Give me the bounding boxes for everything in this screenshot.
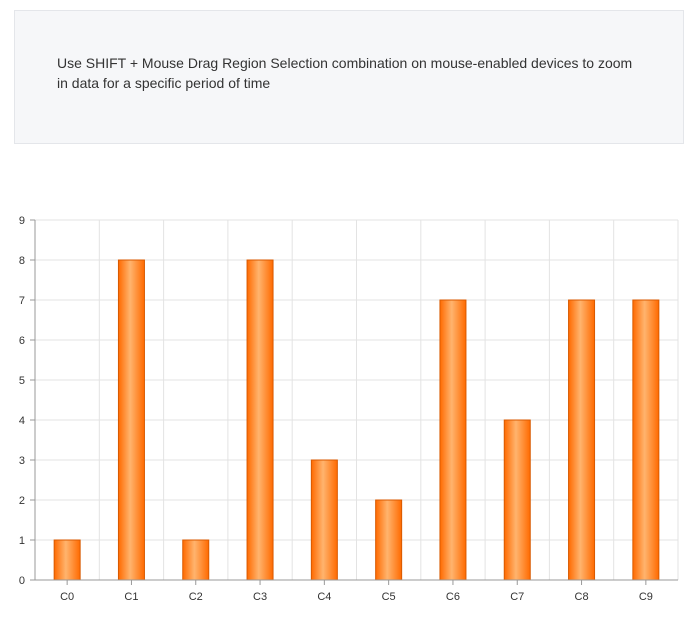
bar-c3[interactable] <box>246 259 274 581</box>
x-tick-label: C8 <box>575 591 589 603</box>
y-tick-label: 5 <box>19 375 25 387</box>
axis-labels: 0 1 2 3 4 5 6 7 8 9 C0 C1 C2 C3 C4 C5 C6 C7 C8 C9 <box>19 215 653 603</box>
bar-c9[interactable] <box>632 299 660 581</box>
y-tick-label: 9 <box>19 215 25 227</box>
bar-chart[interactable]: 0 1 2 3 4 5 6 7 8 9 C0 C1 C2 C3 C4 C5 C6 C7 C8 C9 <box>0 200 693 614</box>
x-tick-label: C7 <box>510 591 524 603</box>
y-tick-label: 6 <box>19 335 25 347</box>
x-tick-label: C3 <box>253 591 267 603</box>
chart-container[interactable]: 0 1 2 3 4 5 6 7 8 9 C0 C1 C2 C3 C4 C5 C6 C7 C8 C9 <box>0 200 693 614</box>
bar-c6[interactable] <box>439 299 467 581</box>
bar-c7[interactable] <box>503 419 531 581</box>
y-tick-label: 8 <box>19 255 25 267</box>
bar-c5[interactable] <box>375 499 403 581</box>
x-tick-label: C0 <box>60 591 74 603</box>
x-tick-label: C2 <box>189 591 203 603</box>
bar-c1[interactable] <box>117 259 145 581</box>
x-tick-label: C5 <box>382 591 396 603</box>
bar-c4[interactable] <box>310 459 338 581</box>
bar-c8[interactable] <box>568 299 596 581</box>
x-tick-label: C4 <box>317 591 331 603</box>
x-tick-label: C1 <box>124 591 138 603</box>
y-tick-label: 4 <box>19 415 25 427</box>
x-tick-label: C6 <box>446 591 460 603</box>
y-tick-label: 3 <box>19 455 25 467</box>
info-panel: Use SHIFT + Mouse Drag Region Selection … <box>14 10 684 144</box>
bar-series <box>53 259 660 581</box>
bar-c0[interactable] <box>53 539 81 581</box>
y-tick-label: 2 <box>19 495 25 507</box>
y-tick-label: 1 <box>19 535 25 547</box>
axes <box>30 219 678 585</box>
bar-c2[interactable] <box>182 539 210 581</box>
y-tick-label: 0 <box>19 575 25 587</box>
zoom-instructions-text: Use SHIFT + Mouse Drag Region Selection … <box>57 55 633 91</box>
x-tick-label: C9 <box>639 591 653 603</box>
y-tick-label: 7 <box>19 295 25 307</box>
